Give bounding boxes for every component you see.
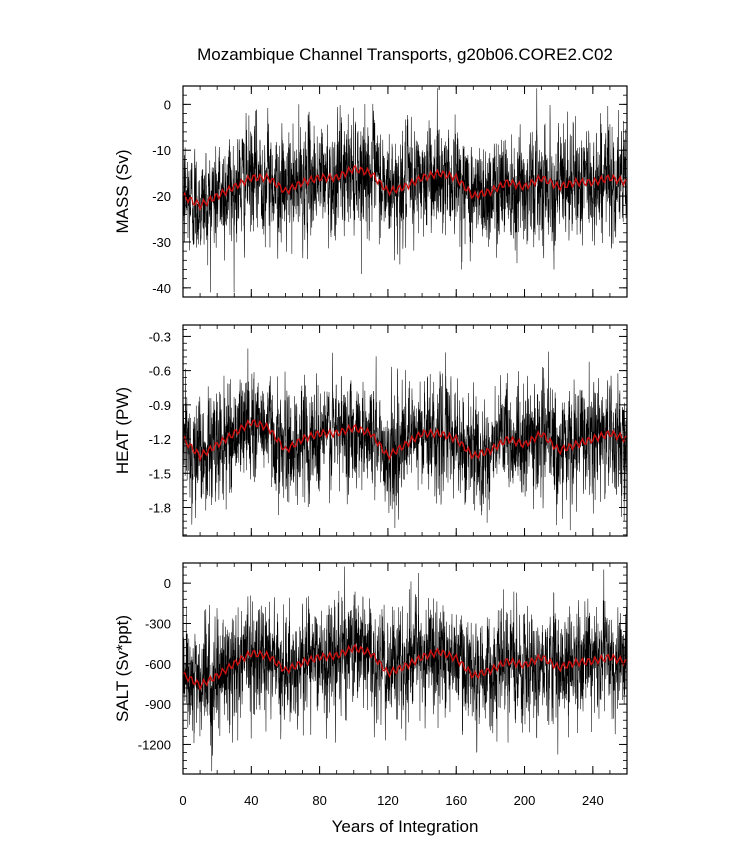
panel-salt: 0 -300 -600 -900 -1200 SALT (Sv*ppt)	[113, 562, 628, 775]
series-heat-monthly	[183, 348, 627, 531]
xtick-label: 40	[244, 793, 258, 808]
ytick-label-salt: -300	[145, 616, 171, 631]
xtick-label: 80	[312, 793, 326, 808]
ytick-label-heat: -0.9	[149, 398, 171, 413]
ytick-label-mass: 0	[164, 97, 171, 112]
series-mass-monthly	[183, 88, 627, 293]
y-axis-label-mass: MASS (Sv)	[113, 149, 132, 233]
ytick-label-heat: -1.8	[149, 500, 171, 515]
xtick-label: 200	[514, 793, 536, 808]
series-mass-annual	[183, 164, 627, 212]
ytick-label-salt: -900	[145, 697, 171, 712]
chart-title: Mozambique Channel Transports, g20b06.CO…	[197, 45, 613, 64]
x-axis-label: Years of Integration	[332, 817, 479, 836]
ytick-label-salt: -600	[145, 657, 171, 672]
ytick-label-salt: -1200	[138, 737, 171, 752]
series-heat-annual	[183, 418, 627, 463]
ytick-label-mass: -30	[152, 235, 171, 250]
ytick-label-mass: -40	[152, 281, 171, 296]
ytick-label-heat: -1.5	[149, 466, 171, 481]
xtick-label: 160	[445, 793, 467, 808]
y-axis-label-salt: SALT (Sv*ppt)	[113, 615, 132, 722]
panel-heat: -0.3 -0.6 -0.9 -1.2 -1.5 -1.8 HEAT (PW)	[113, 324, 628, 537]
y-axis-label-heat: HEAT (PW)	[113, 387, 132, 474]
panel-mass: 0 -10 -20 -30 -40 MASS (Sv)	[113, 85, 628, 298]
series-salt-annual	[183, 643, 627, 691]
xtick-label: 0	[179, 793, 186, 808]
ytick-label-heat: -0.6	[149, 364, 171, 379]
ytick-label-heat: -1.2	[149, 432, 171, 447]
ytick-label-heat: -0.3	[149, 329, 171, 344]
ytick-label-salt: 0	[164, 576, 171, 591]
ytick-label-mass: -10	[152, 143, 171, 158]
x-axis: 0 40 80 120 160 200 240	[179, 793, 603, 808]
series-salt-monthly	[183, 566, 627, 772]
panels: 0 -10 -20 -30 -40 MASS (Sv) -0.3 -0.6 -0.9 -1.2 -1…	[113, 85, 628, 775]
xtick-label: 240	[582, 793, 604, 808]
xtick-label: 120	[377, 793, 399, 808]
ytick-label-mass: -20	[152, 189, 171, 204]
